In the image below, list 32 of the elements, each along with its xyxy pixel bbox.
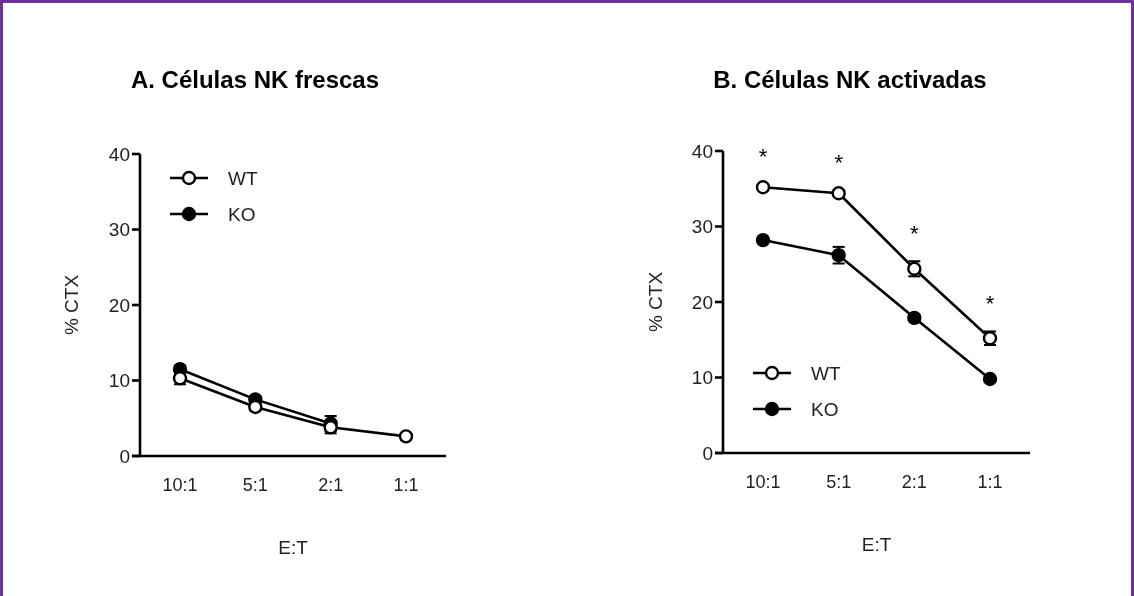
x-tick-label: 10:1: [162, 475, 198, 495]
legend-label: KO: [811, 398, 839, 420]
y-axis-title: % CTX: [61, 274, 82, 336]
x-tick-label: 1:1: [977, 472, 1003, 492]
y-tick-label: 40: [691, 140, 713, 162]
y-tick-label: 20: [108, 294, 130, 316]
x-tick-label: 5:1: [826, 472, 852, 492]
y-tick-label: 10: [691, 367, 713, 389]
annotation: *: [834, 149, 844, 175]
y-tick-label: 40: [108, 143, 130, 165]
annotation: *: [985, 290, 995, 316]
chart-title: A. Células NK frescas: [130, 66, 380, 93]
x-tick-label: 5:1: [242, 475, 268, 495]
y-tick-label: 30: [108, 219, 130, 241]
y-tick-label: 0: [119, 445, 130, 467]
legend-label: WT: [811, 362, 841, 384]
y-tick-label: 20: [691, 291, 713, 313]
y-tick-label: 0: [702, 442, 713, 464]
x-axis-title: E:T: [278, 537, 309, 558]
chart-title: B. Células NK activadas: [713, 66, 987, 93]
y-tick-label: 30: [691, 216, 713, 238]
x-tick-label: 2:1: [901, 472, 927, 492]
y-axis-title: % CTX: [645, 271, 666, 333]
x-tick-label: 2:1: [318, 475, 344, 495]
x-tick-label: 10:1: [745, 472, 781, 492]
annotation: *: [910, 220, 920, 246]
legend-label: KO: [228, 203, 256, 225]
x-tick-label: 1:1: [393, 475, 419, 495]
x-axis-title: E:T: [861, 534, 892, 555]
legend-label: WT: [228, 167, 258, 189]
annotation: *: [758, 143, 768, 169]
y-tick-label: 10: [108, 370, 130, 392]
